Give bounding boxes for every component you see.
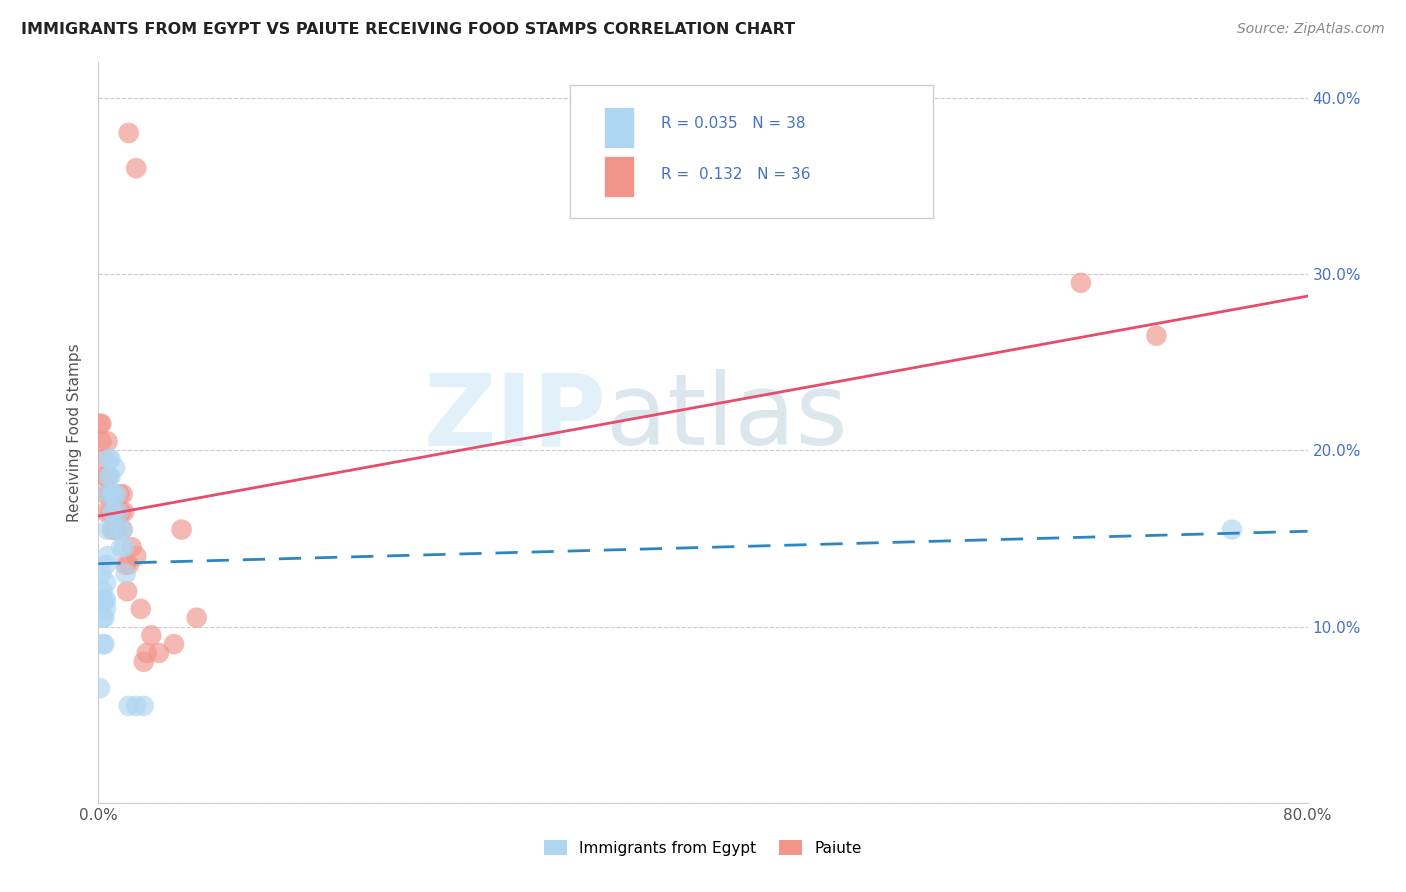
Point: [89, 681, 111, 696]
Point: [163, 637, 186, 651]
Point: [103, 505, 125, 519]
Point: [98, 452, 121, 467]
Point: [1220, 523, 1243, 537]
Point: [108, 487, 131, 501]
Point: [132, 655, 155, 669]
Point: [89, 417, 111, 431]
Point: [104, 523, 127, 537]
Y-axis label: Receiving Food Stamps: Receiving Food Stamps: [67, 343, 83, 522]
Point: [108, 523, 131, 537]
Point: [91, 637, 114, 651]
Point: [129, 602, 152, 616]
Point: [93, 610, 115, 624]
Point: [94, 602, 117, 616]
Point: [105, 487, 128, 501]
Point: [110, 540, 132, 554]
Point: [103, 487, 125, 501]
Point: [91, 452, 114, 467]
Point: [96, 549, 118, 563]
Point: [101, 505, 124, 519]
Point: [94, 487, 117, 501]
Point: [90, 593, 112, 607]
Point: [132, 698, 155, 713]
Point: [118, 126, 141, 140]
Text: IMMIGRANTS FROM EGYPT VS PAIUTE RECEIVING FOOD STAMPS CORRELATION CHART: IMMIGRANTS FROM EGYPT VS PAIUTE RECEIVIN…: [21, 22, 796, 37]
Point: [91, 593, 114, 607]
Point: [118, 558, 141, 572]
Point: [121, 540, 143, 554]
Point: [125, 161, 148, 176]
Point: [94, 505, 117, 519]
FancyBboxPatch shape: [603, 156, 634, 197]
Text: R = 0.035   N = 38: R = 0.035 N = 38: [661, 116, 806, 130]
Point: [105, 523, 128, 537]
Point: [93, 637, 115, 651]
Point: [90, 417, 112, 431]
Point: [107, 505, 129, 519]
FancyBboxPatch shape: [569, 85, 932, 218]
Point: [110, 505, 132, 519]
Point: [100, 452, 122, 467]
Point: [101, 487, 124, 501]
Point: [186, 610, 208, 624]
Text: ZIP: ZIP: [423, 369, 606, 467]
Point: [125, 698, 148, 713]
Point: [103, 505, 125, 519]
Point: [135, 646, 157, 660]
Point: [101, 523, 124, 537]
Point: [112, 505, 135, 519]
Point: [98, 487, 121, 501]
Point: [114, 566, 136, 581]
Point: [101, 523, 124, 537]
Point: [94, 593, 117, 607]
Point: [107, 505, 129, 519]
Point: [104, 461, 127, 475]
Point: [100, 505, 122, 519]
Point: [91, 584, 114, 599]
Text: R =  0.132   N = 36: R = 0.132 N = 36: [661, 168, 810, 183]
Point: [96, 434, 118, 449]
Point: [1144, 328, 1167, 343]
Point: [100, 469, 122, 483]
Point: [93, 469, 115, 483]
Point: [94, 558, 117, 572]
Point: [170, 523, 193, 537]
Point: [111, 523, 134, 537]
Point: [115, 584, 138, 599]
Legend: Immigrants from Egypt, Paiute: Immigrants from Egypt, Paiute: [538, 834, 868, 862]
Text: atlas: atlas: [606, 369, 848, 467]
Point: [148, 646, 170, 660]
Point: [118, 698, 141, 713]
Point: [114, 558, 136, 572]
Point: [112, 540, 135, 554]
Point: [141, 628, 163, 642]
Point: [93, 593, 115, 607]
Point: [111, 523, 134, 537]
Point: [91, 610, 114, 624]
Point: [90, 566, 112, 581]
Point: [98, 469, 121, 483]
Point: [1070, 276, 1092, 290]
Point: [96, 469, 118, 483]
Text: Source: ZipAtlas.com: Source: ZipAtlas.com: [1237, 22, 1385, 37]
FancyBboxPatch shape: [603, 107, 634, 147]
Point: [111, 487, 134, 501]
Point: [96, 523, 118, 537]
Point: [94, 575, 117, 590]
Point: [96, 487, 118, 501]
Point: [125, 549, 148, 563]
Point: [90, 434, 112, 449]
